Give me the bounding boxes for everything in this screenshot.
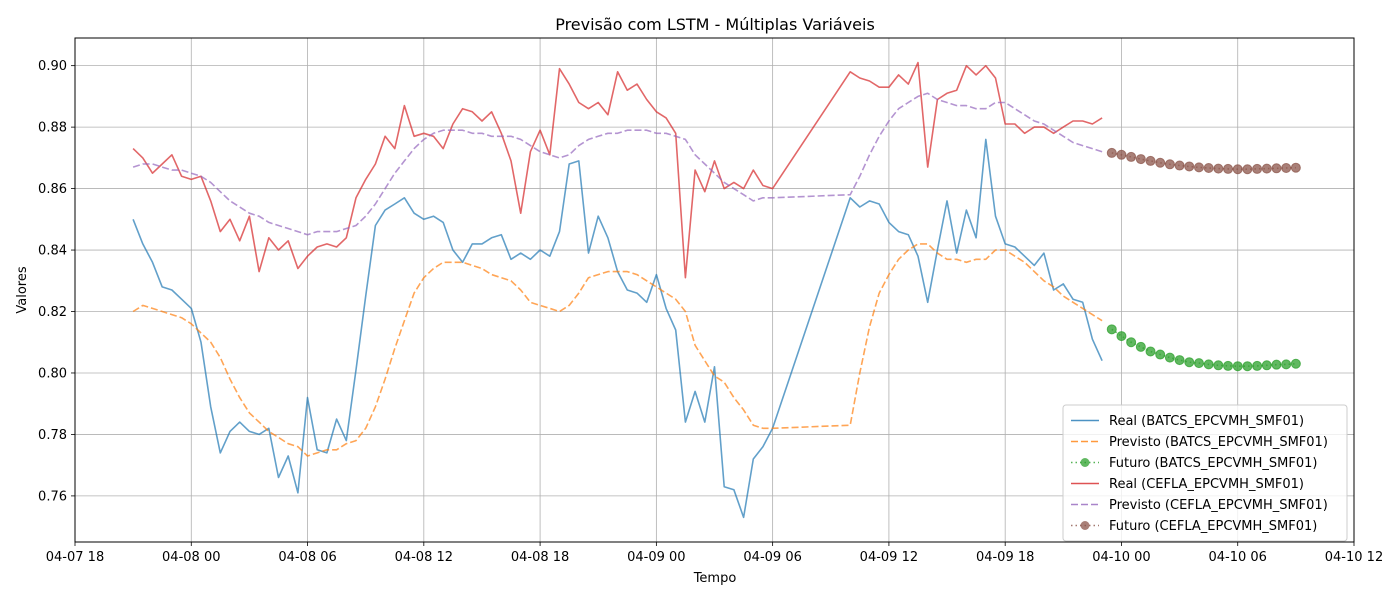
legend-item: Real (BATCS_EPCVMH_SMF01) bbox=[1071, 414, 1304, 429]
series-5 bbox=[132, 92, 1103, 236]
x-tick-label: 04-09 18 bbox=[976, 550, 1034, 565]
series-line bbox=[132, 92, 1103, 236]
series-line bbox=[132, 243, 1103, 457]
data-point bbox=[1213, 163, 1224, 174]
legend-item: Real (CEFLA_EPCVMH_SMF01) bbox=[1071, 477, 1304, 492]
data-point bbox=[1213, 360, 1224, 371]
x-axis-label: Tempo bbox=[693, 571, 737, 586]
y-tick-label: 0.80 bbox=[38, 366, 67, 381]
y-axis-label: Valores bbox=[15, 266, 30, 313]
data-point bbox=[1193, 358, 1204, 369]
data-point bbox=[1281, 162, 1292, 173]
x-tick-label: 04-08 18 bbox=[511, 550, 569, 565]
series-line bbox=[132, 61, 1103, 279]
x-tick-label: 04-08 00 bbox=[162, 550, 220, 565]
data-point bbox=[1184, 357, 1195, 368]
data-point bbox=[1223, 163, 1234, 174]
data-point bbox=[1242, 164, 1253, 175]
plot-frame bbox=[74, 37, 1355, 543]
y-axis-ticks: 0.76 0.78 0.80 0.82 0.84 0.86 0.88 0.90 bbox=[38, 59, 75, 504]
data-point bbox=[1145, 155, 1156, 166]
y-tick-label: 0.76 bbox=[38, 489, 67, 504]
series-1 bbox=[132, 138, 1103, 519]
y-tick-label: 0.82 bbox=[38, 305, 67, 320]
x-tick-label: 04-09 12 bbox=[860, 550, 918, 565]
series-6 bbox=[1106, 147, 1301, 175]
x-tick-label: 04-10 12 bbox=[1325, 550, 1383, 565]
data-point bbox=[1106, 147, 1117, 158]
data-point bbox=[1106, 324, 1117, 335]
x-tick-label: 04-10 06 bbox=[1209, 550, 1267, 565]
legend-label: Real (CEFLA_EPCVMH_SMF01) bbox=[1109, 477, 1304, 492]
series-2 bbox=[132, 243, 1103, 457]
data-point bbox=[1261, 360, 1272, 371]
x-axis-ticks: 04-07 18 04-08 00 04-08 06 04-08 12 04-08 18… bbox=[46, 542, 1383, 565]
legend-label: Previsto (CEFLA_EPCVMH_SMF01) bbox=[1109, 498, 1328, 513]
data-point bbox=[1126, 151, 1137, 162]
data-point bbox=[1155, 349, 1166, 360]
legend-item: Previsto (BATCS_EPCVMH_SMF01) bbox=[1071, 435, 1328, 450]
series-layer bbox=[132, 61, 1301, 519]
data-point bbox=[1203, 162, 1214, 173]
series-3 bbox=[1106, 324, 1301, 372]
data-point bbox=[1145, 346, 1156, 357]
x-tick-label: 04-09 00 bbox=[627, 550, 685, 565]
data-point bbox=[1155, 157, 1166, 168]
data-point bbox=[1252, 163, 1263, 174]
data-point bbox=[1174, 355, 1185, 366]
x-tick-label: 04-09 06 bbox=[743, 550, 801, 565]
data-point bbox=[1164, 159, 1175, 170]
data-point bbox=[1232, 361, 1243, 372]
legend: Real (BATCS_EPCVMH_SMF01) Previsto (BATCS… bbox=[1062, 404, 1348, 542]
y-tick-label: 0.78 bbox=[38, 428, 67, 443]
data-point bbox=[1174, 160, 1185, 171]
data-point bbox=[1252, 360, 1263, 371]
legend-item: Futuro (CEFLA_EPCVMH_SMF01) bbox=[1071, 519, 1317, 534]
data-point bbox=[1116, 149, 1127, 160]
legend-label: Futuro (BATCS_EPCVMH_SMF01) bbox=[1109, 456, 1317, 471]
legend-label: Real (BATCS_EPCVMH_SMF01) bbox=[1109, 414, 1304, 429]
x-tick-label: 04-08 06 bbox=[278, 550, 336, 565]
data-point bbox=[1135, 154, 1146, 165]
legend-box bbox=[1062, 404, 1348, 542]
data-point bbox=[1261, 163, 1272, 174]
y-tick-label: 0.88 bbox=[38, 121, 67, 136]
data-point bbox=[1271, 359, 1282, 370]
y-tick-label: 0.86 bbox=[38, 182, 67, 197]
data-point bbox=[1126, 337, 1137, 348]
series-4 bbox=[132, 61, 1103, 279]
legend-marker bbox=[1080, 521, 1090, 530]
data-point bbox=[1184, 161, 1195, 172]
legend-item: Futuro (BATCS_EPCVMH_SMF01) bbox=[1071, 456, 1317, 471]
data-point bbox=[1164, 352, 1175, 363]
chart-title: Previsão com LSTM - Múltiplas Variáveis bbox=[555, 15, 875, 34]
data-point bbox=[1193, 162, 1204, 173]
data-point bbox=[1203, 359, 1214, 370]
x-tick-label: 04-10 00 bbox=[1092, 550, 1150, 565]
x-tick-label: 04-07 18 bbox=[46, 550, 104, 565]
legend-label: Previsto (BATCS_EPCVMH_SMF01) bbox=[1109, 435, 1328, 450]
y-tick-label: 0.84 bbox=[38, 244, 67, 259]
data-point bbox=[1271, 163, 1282, 174]
data-point bbox=[1242, 361, 1253, 372]
y-tick-label: 0.90 bbox=[38, 59, 67, 74]
data-point bbox=[1232, 164, 1243, 175]
legend-marker bbox=[1080, 458, 1090, 467]
data-point bbox=[1281, 359, 1292, 370]
legend-label: Futuro (CEFLA_EPCVMH_SMF01) bbox=[1109, 519, 1317, 534]
data-point bbox=[1290, 358, 1301, 369]
series-line bbox=[132, 138, 1103, 519]
data-point bbox=[1135, 341, 1146, 352]
legend-item: Previsto (CEFLA_EPCVMH_SMF01) bbox=[1071, 498, 1328, 513]
x-tick-label: 04-08 12 bbox=[395, 550, 453, 565]
data-point bbox=[1290, 162, 1301, 173]
data-point bbox=[1223, 360, 1234, 371]
data-point bbox=[1116, 331, 1127, 342]
